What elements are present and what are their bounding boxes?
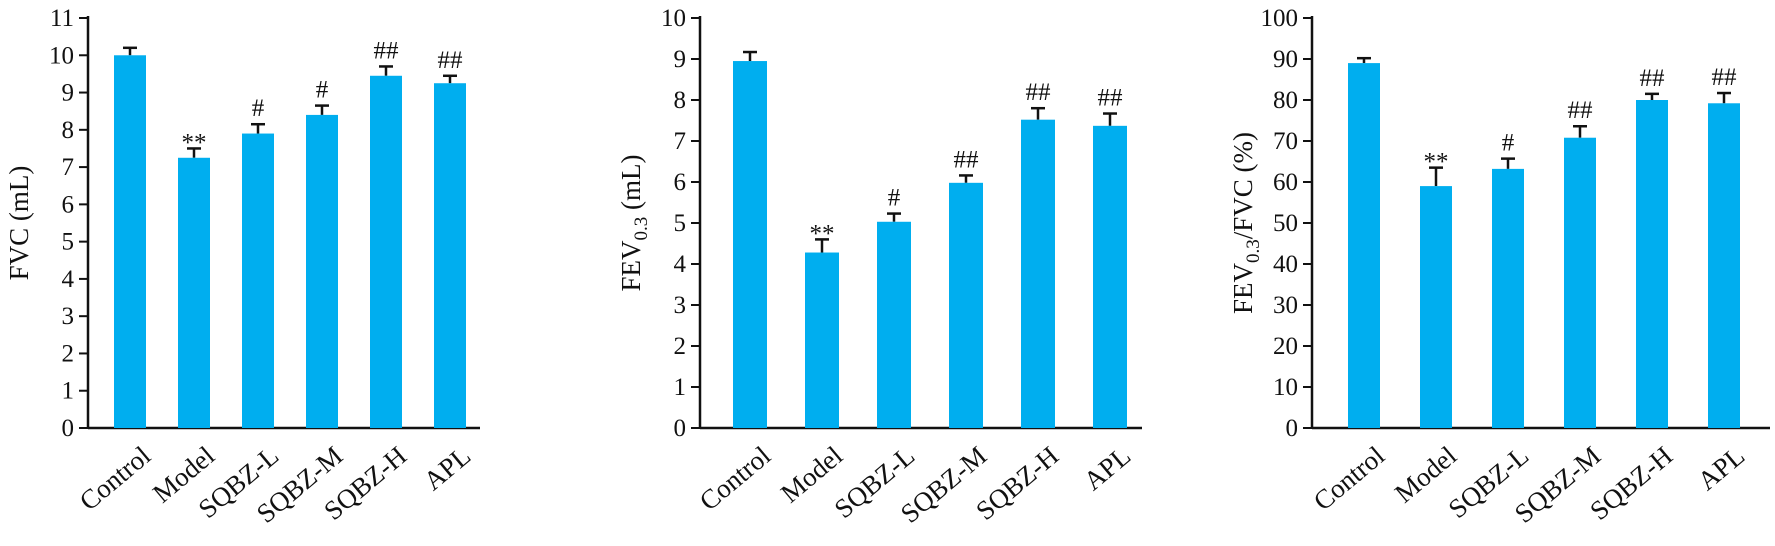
significance-label: #	[1502, 130, 1515, 157]
y-tick-label: 6	[62, 191, 75, 218]
significance-label: #	[888, 185, 901, 212]
significance-label: **	[182, 129, 207, 156]
y-tick-label: 0	[62, 415, 75, 442]
bar-sqbz-l	[1492, 168, 1524, 428]
x-tick-label: Control	[1308, 440, 1390, 516]
y-tick-label: 5	[62, 229, 75, 256]
bar-sqbz-l	[877, 221, 911, 428]
y-tick-label: 3	[62, 303, 75, 330]
y-tick-label: 6	[674, 169, 687, 196]
bar-sqbz-h	[370, 75, 402, 428]
bar-model	[805, 252, 839, 428]
y-tick-label: 4	[674, 251, 687, 278]
bar-sqbz-l	[242, 133, 274, 428]
bar-model	[1420, 186, 1452, 428]
bar-apl	[1093, 125, 1127, 428]
significance-label: **	[810, 220, 835, 247]
significance-label: ##	[954, 146, 980, 173]
bar-sqbz-h	[1636, 100, 1668, 428]
x-tick-label: Control	[694, 440, 776, 516]
bar-sqbz-m	[306, 114, 338, 428]
y-tick-label: 7	[674, 128, 687, 155]
significance-label: ##	[1640, 65, 1666, 92]
y-tick-label: 80	[1273, 87, 1298, 114]
y-tick-label: 11	[50, 5, 74, 32]
x-tick-label: APL	[1078, 440, 1136, 496]
significance-label: ##	[374, 37, 400, 64]
significance-label: #	[252, 95, 265, 122]
bar-sqbz-h	[1021, 119, 1055, 429]
y-tick-label: 10	[661, 5, 686, 32]
significance-label: ##	[1026, 79, 1052, 106]
bar-control	[114, 55, 146, 428]
bar-apl	[1708, 103, 1740, 428]
significance-label: #	[316, 77, 329, 104]
y-tick-label: 2	[674, 333, 687, 360]
x-tick-label: Control	[74, 440, 156, 516]
y-tick-label: 2	[62, 340, 75, 367]
y-tick-label: 30	[1273, 292, 1298, 319]
x-tick-label: APL	[418, 440, 476, 496]
y-tick-label: 20	[1273, 333, 1298, 360]
y-tick-label: 10	[49, 42, 74, 69]
y-tick-label: 1	[62, 378, 75, 405]
y-tick-label: 9	[62, 80, 75, 107]
y-axis-label: FEV0.3 (mL)	[616, 155, 652, 292]
bar-sqbz-m	[949, 182, 983, 428]
y-tick-label: 10	[1273, 374, 1298, 401]
bar-control	[733, 61, 767, 429]
significance-label: **	[1424, 149, 1449, 176]
y-axis-label: FEV0.3/FVC (%)	[1228, 132, 1264, 314]
y-tick-label: 100	[1261, 5, 1299, 32]
y-tick-label: 5	[674, 210, 687, 237]
x-tick-label: SQBZ-H	[1584, 440, 1678, 526]
y-tick-label: 0	[674, 415, 687, 442]
y-tick-label: 60	[1273, 169, 1298, 196]
x-tick-label: SQBZ-H	[970, 440, 1064, 526]
y-tick-label: 9	[674, 46, 687, 73]
chart-panel-3: 0 10 20 30 40 50 60 70 80 90 100 FEV0.3/FVC (%) Cont…	[1228, 5, 1770, 529]
y-axis-label: FVC (mL)	[4, 166, 34, 281]
y-tick-label: 7	[62, 154, 75, 181]
y-tick-label: 70	[1273, 128, 1298, 155]
y-tick-label: 8	[674, 87, 687, 114]
bar-sqbz-m	[1564, 137, 1596, 428]
y-tick-label: 0	[1286, 415, 1299, 442]
y-tick-label: 1	[674, 374, 687, 401]
y-tick-label: 50	[1273, 210, 1298, 237]
significance-label: ##	[1712, 64, 1738, 91]
y-tick-label: 8	[62, 117, 75, 144]
y-tick-label: 4	[62, 266, 75, 293]
bar-model	[178, 157, 210, 429]
significance-label: ##	[438, 47, 464, 74]
bar-apl	[434, 83, 466, 429]
significance-label: ##	[1098, 85, 1124, 112]
y-tick-label: 40	[1273, 251, 1298, 278]
bar-control	[1348, 63, 1380, 428]
significance-label: ##	[1568, 97, 1594, 124]
y-tick-label: 90	[1273, 46, 1298, 73]
x-tick-label: APL	[1692, 440, 1750, 496]
y-tick-label: 3	[674, 292, 687, 319]
